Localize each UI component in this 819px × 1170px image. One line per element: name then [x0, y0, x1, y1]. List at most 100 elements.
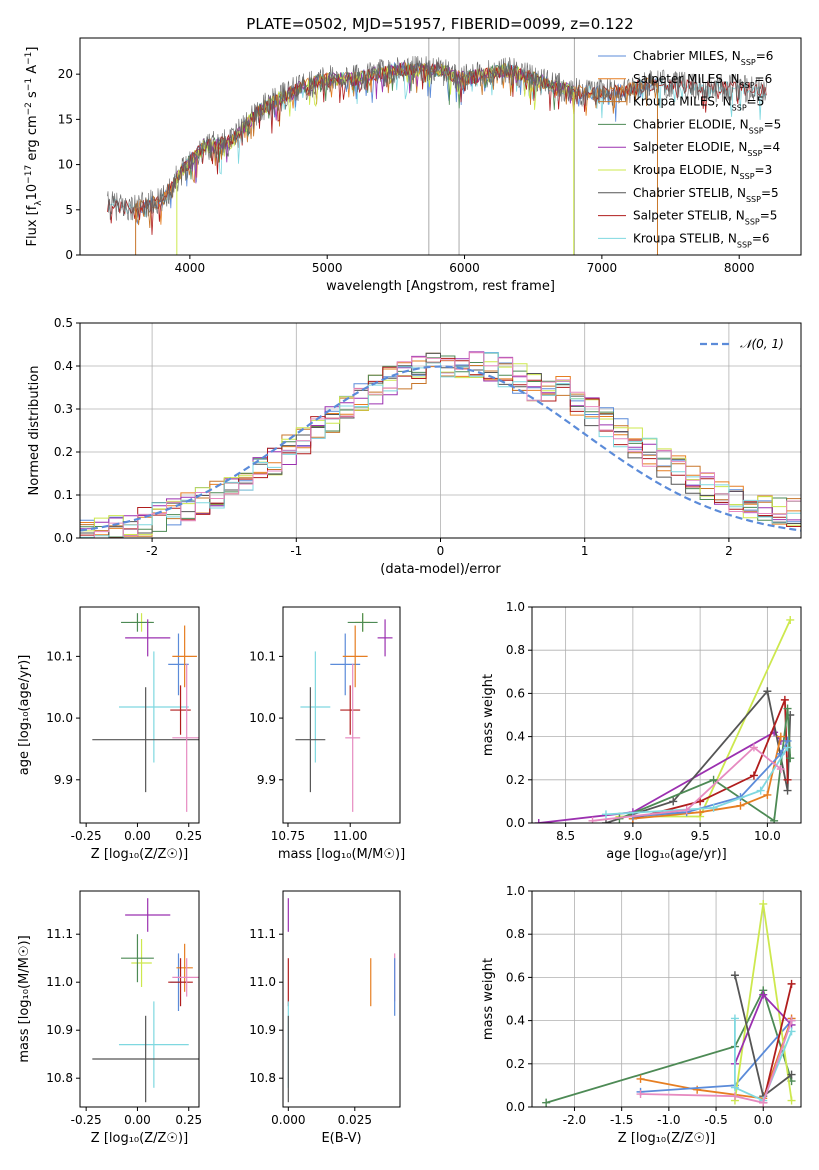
y-tick-label: 10.0 [46, 711, 73, 725]
x-tick-label: 0.0 [754, 1113, 773, 1127]
legend-suffix: =4 [762, 140, 780, 154]
axes-frame [282, 606, 401, 824]
y-label-part: −1 [24, 52, 34, 65]
histogram-legend: 𝒩(0, 1) [700, 337, 784, 351]
mass-weight-marker [763, 687, 772, 696]
x-tick-label: 10.0 [754, 829, 781, 843]
y-tick-label: 11.0 [249, 975, 276, 989]
legend-name: Chabrier ELODIE, N [633, 117, 749, 131]
panel-mass-vs-ebv: 0.000 0.025 10.8 10.9 11.0 11.1 E(B-V) [249, 890, 401, 1146]
y-tick-label: 0.2 [54, 445, 73, 459]
legend-name: Kroupa STELIB, N [633, 231, 737, 245]
mass-weight-marker [693, 1085, 702, 1094]
plot-area [542, 899, 796, 1107]
mass-weight-marker [770, 816, 779, 823]
x-tick-label: 0.00 [124, 1113, 151, 1127]
mass-weight-marker [759, 899, 768, 908]
y-tick-label: 11.0 [46, 975, 73, 989]
mass-weight-marker [756, 786, 765, 795]
histogram-step [80, 352, 801, 538]
x-axis-label: E(B-V) [321, 1131, 361, 1146]
axes-frame [79, 890, 200, 1108]
legend-entry: Kroupa STELIB, NSSP=6 [633, 231, 770, 249]
legend-sub: SSP [741, 58, 756, 67]
mass-weight-line [592, 746, 782, 822]
spectrum-data-line [107, 55, 767, 221]
x-tick-label: -1.0 [657, 1113, 680, 1127]
axes-frame [531, 890, 802, 1108]
y-tick-label: 10.9 [249, 1023, 276, 1037]
y-label-part: λ [34, 200, 44, 206]
y-label-part: s [25, 91, 40, 102]
mass-weight-marker [730, 1092, 739, 1101]
mass-weight-marker [787, 1016, 796, 1025]
legend-sub: SSP [746, 194, 761, 203]
mass-weight-marker [730, 1014, 739, 1023]
panel-age-vs-Z: -0.25 0.00 0.25 9.9 10.0 10.1 Z [log₁₀(Z/Z☉)] a… [17, 606, 202, 862]
x-tick-label: 8.5 [556, 829, 575, 843]
legend-entry: Salpeter ELODIE, NSSP=4 [633, 140, 780, 158]
y-tick-label: 0.4 [506, 730, 525, 744]
x-tick-label: 0.000 [271, 1113, 305, 1127]
mass-weight-marker [776, 732, 785, 741]
plot-area [534, 615, 795, 823]
legend-sub: SSP [737, 240, 752, 249]
mass-weight-marker [786, 754, 795, 763]
legend-sub: SSP [732, 103, 747, 112]
mass-weight-marker [542, 1098, 551, 1107]
y-tick-label: 9.9 [257, 773, 276, 787]
mass-weight-line [640, 1020, 793, 1104]
mass-weight-marker [730, 1083, 739, 1092]
legend-sub: SSP [747, 149, 762, 158]
axes-frame [79, 37, 802, 256]
x-tick-label: -2.0 [563, 1113, 586, 1127]
mass-weight-marker [709, 775, 718, 784]
legend-entry: Chabrier STELIB, NSSP=5 [633, 186, 779, 204]
mass-weight-marker [749, 743, 758, 752]
y-tick-label: 5 [65, 203, 73, 217]
panel-mass-vs-Z: -0.25 0.00 0.25 10.8 10.9 11.0 11.1 Z [log₁₀(Z/… [17, 890, 202, 1146]
y-label-part: A [25, 65, 40, 78]
y-tick-label: 9.9 [54, 773, 73, 787]
mass-weight-marker [776, 765, 785, 773]
mass-weight-marker [730, 971, 739, 980]
spectrum-model-line [175, 62, 575, 182]
y-tick-label: 10.8 [46, 1071, 73, 1085]
legend-entry: Chabrier MILES, NSSP=6 [633, 49, 773, 67]
legend-name: Kroupa ELODIE, N [633, 163, 740, 177]
legend-suffix: =5 [747, 95, 765, 109]
plot-area [92, 898, 199, 1103]
y-tick-label: 11.1 [249, 927, 276, 941]
mass-weight-line [640, 1018, 793, 1100]
y-axis-label: mass [log₁₀(M/M☉)] [17, 935, 32, 1062]
y-tick-label: 0.0 [506, 1100, 525, 1114]
x-tick-label: 11.00 [333, 829, 367, 843]
y-tick-label: 0.0 [506, 816, 525, 830]
y-label-part: −17 [24, 165, 34, 184]
legend-entry: Salpeter STELIB, NSSP=5 [633, 209, 777, 227]
mass-weight-marker [759, 1098, 768, 1107]
x-tick-label: 1 [581, 544, 589, 558]
x-tick-label: 9.0 [623, 829, 642, 843]
mass-weight-marker [787, 1096, 796, 1105]
panel-mass-weight-vs-age: 8.5 9.0 9.5 10.0 0.0 0.2 0.4 0.6 0.8 1.0 age [log₁… [481, 600, 802, 862]
mass-weight-marker [601, 819, 610, 823]
mass-weight-line [605, 746, 789, 816]
mass-weight-marker [709, 803, 718, 812]
mass-weight-marker [786, 615, 795, 624]
plot-area [80, 351, 801, 538]
x-tick-label: -0.25 [71, 829, 102, 843]
mass-weight-line [605, 689, 792, 823]
legend-entry: Chabrier ELODIE, NSSP=5 [633, 117, 781, 135]
y-tick-label: 10.1 [46, 649, 73, 663]
x-tick-label: 0 [437, 544, 445, 558]
x-axis-label: (data-model)/error [380, 562, 501, 577]
mass-weight-marker [759, 990, 768, 999]
y-tick-label: 0.2 [506, 773, 525, 787]
y-tick-label: 10.0 [249, 711, 276, 725]
y-tick-label: 0.8 [506, 927, 525, 941]
y-tick-label: 0.5 [54, 316, 73, 330]
mass-weight-marker [534, 819, 543, 823]
y-tick-label: 15 [58, 112, 73, 126]
